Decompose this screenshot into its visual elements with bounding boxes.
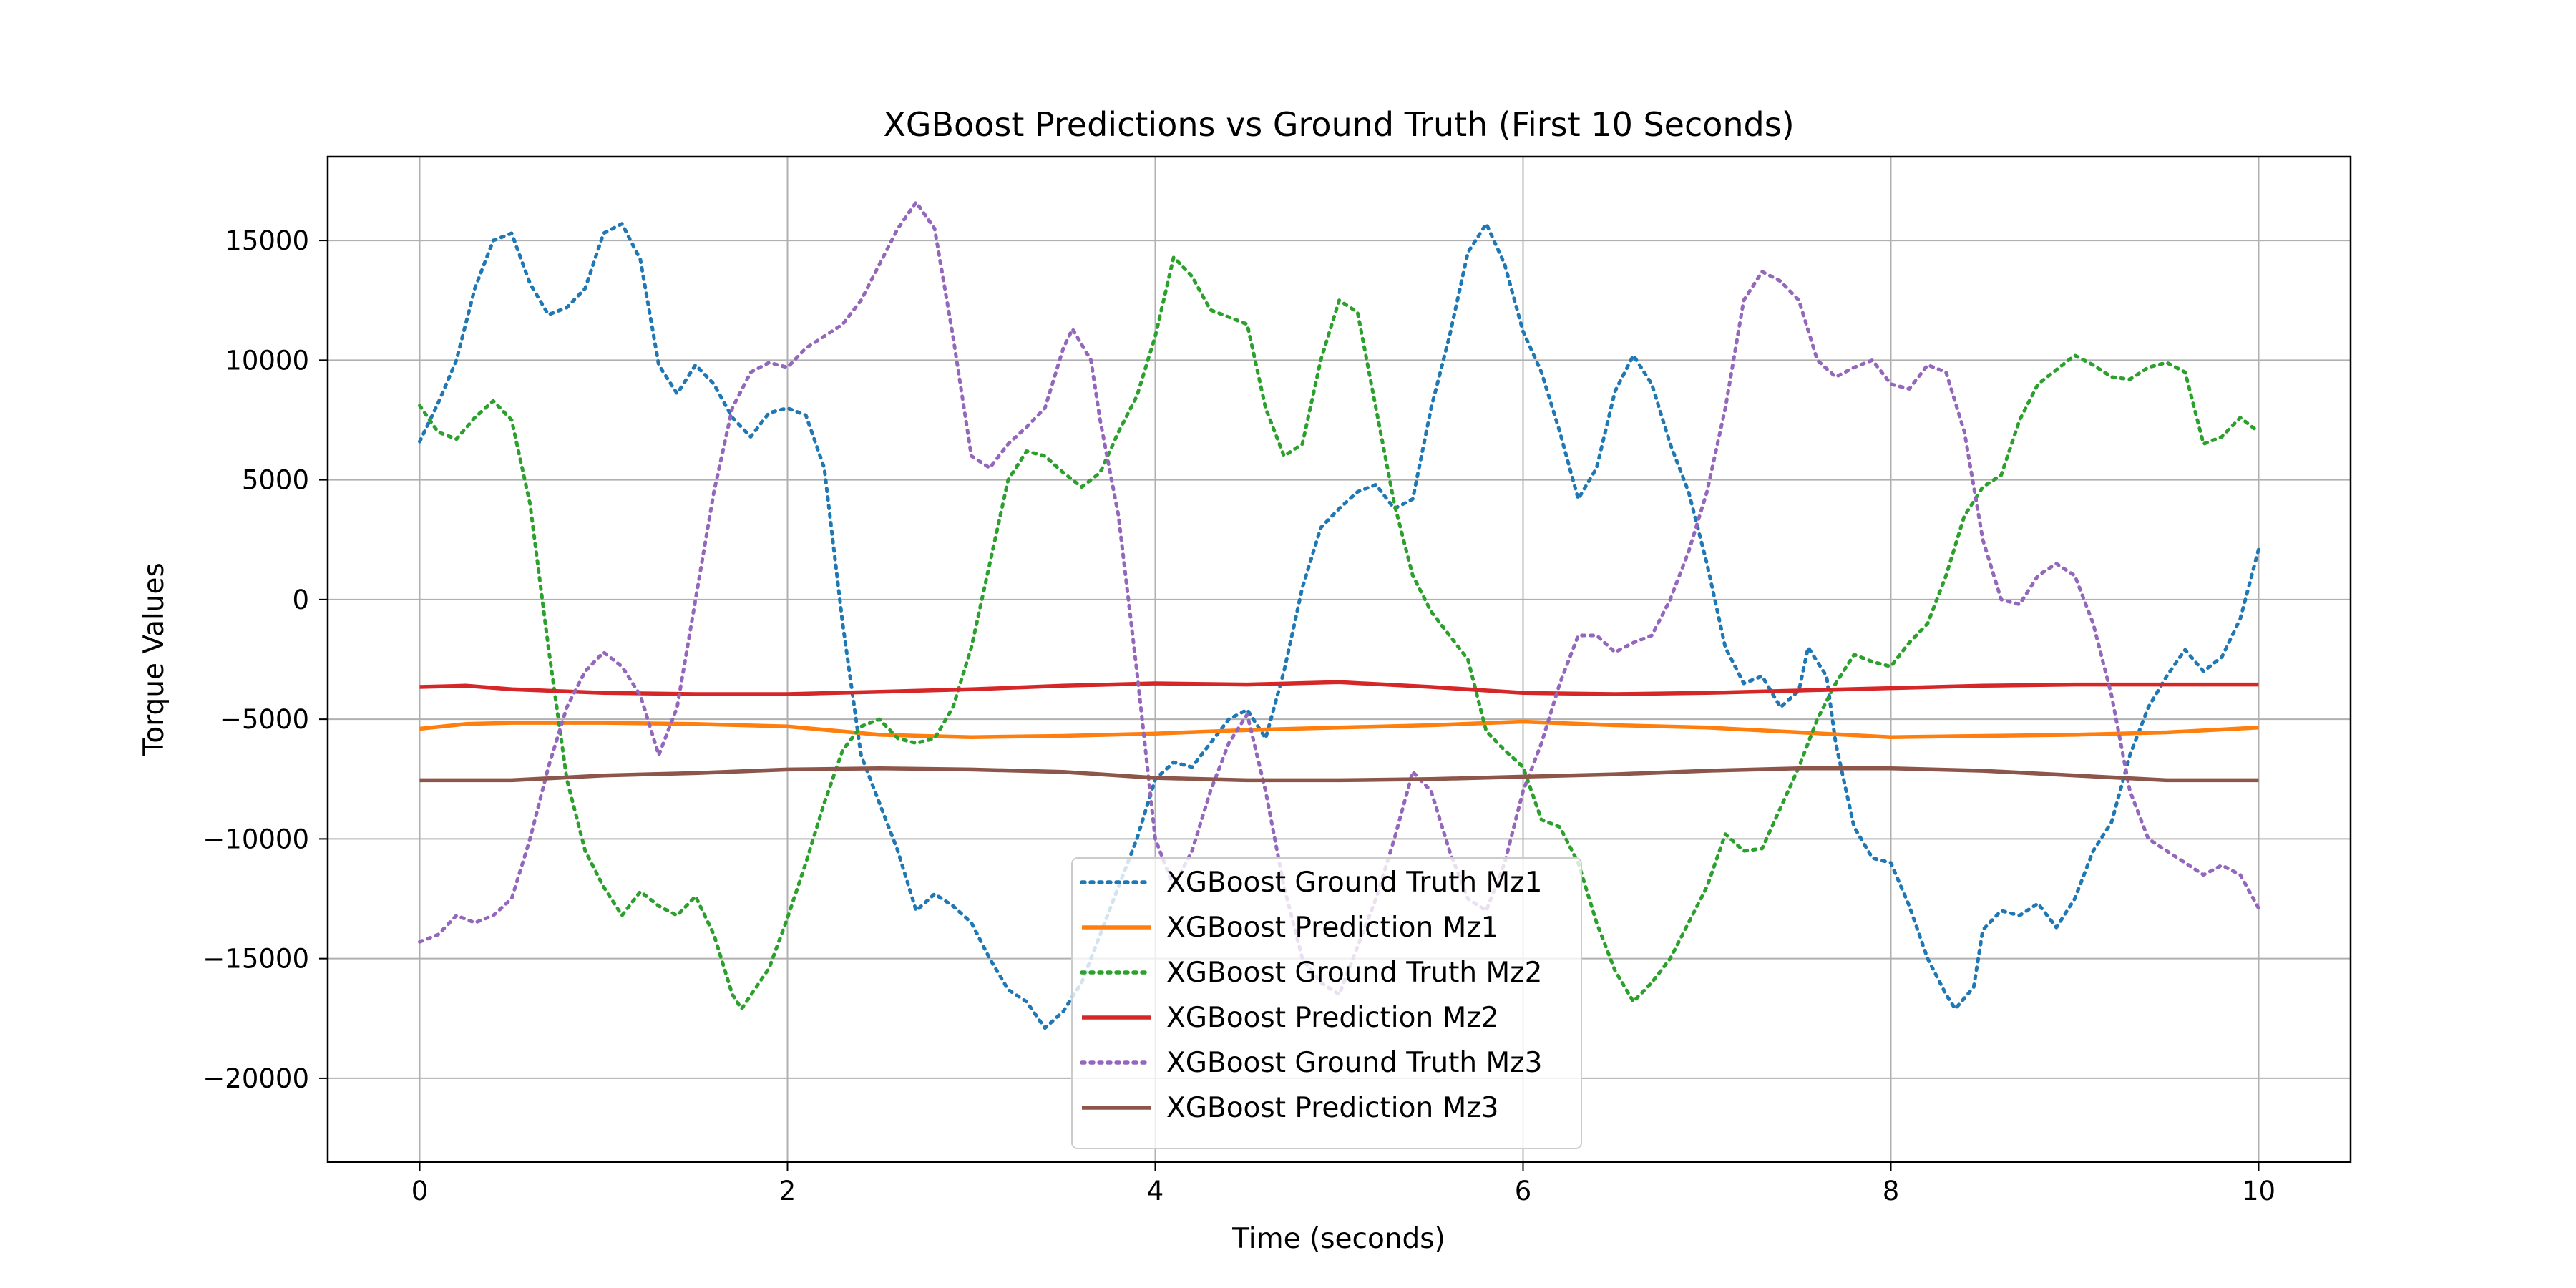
y-tick-label: 5000 bbox=[242, 465, 309, 496]
series-line-xgboost-ground-truth-mz1 bbox=[418, 222, 2260, 1030]
legend: XGBoost Ground Truth Mz1 XGBoost Predicti… bbox=[1071, 857, 1582, 1149]
x-tick-label: 6 bbox=[1515, 1176, 1532, 1206]
x-tick-label: 0 bbox=[411, 1176, 429, 1206]
series-line-xgboost-prediction-mz2 bbox=[419, 680, 2259, 696]
y-tick-label: 0 bbox=[292, 585, 309, 615]
y-axis-label: Torque Values bbox=[138, 562, 170, 756]
legend-entry-label: XGBoost Ground Truth Mz1 bbox=[1166, 867, 1542, 899]
series-line-xgboost-ground-truth-mz2 bbox=[418, 255, 2260, 1011]
ticks: 0 2 4 6 8 10 15000 10000 5000 0 −5000 −10000 −15000 −… bbox=[203, 225, 2275, 1206]
x-tick-label: 10 bbox=[2242, 1176, 2275, 1206]
legend-entry-label: XGBoost Prediction Mz2 bbox=[1166, 1002, 1499, 1034]
legend-entry-label: XGBoost Prediction Mz1 bbox=[1166, 912, 1499, 944]
y-tick-label: −10000 bbox=[203, 824, 309, 854]
y-tick-label: 15000 bbox=[225, 225, 309, 256]
y-tick-label: −15000 bbox=[203, 944, 309, 975]
legend-entry-label: XGBoost Ground Truth Mz2 bbox=[1166, 957, 1542, 989]
legend-entry-label: XGBoost Prediction Mz3 bbox=[1166, 1092, 1499, 1124]
legend-box bbox=[1071, 857, 1582, 1149]
x-axis-label: Time (seconds) bbox=[1231, 1223, 1445, 1255]
y-tick-label: −20000 bbox=[203, 1063, 309, 1094]
plot-frame bbox=[326, 155, 2352, 1163]
x-tick-label: 4 bbox=[1147, 1176, 1164, 1206]
grid bbox=[328, 157, 2351, 1162]
x-tick-label: 8 bbox=[1883, 1176, 1900, 1206]
y-tick-label: −5000 bbox=[220, 704, 309, 735]
legend-entry-label: XGBoost Ground Truth Mz3 bbox=[1166, 1047, 1542, 1079]
y-tick-label: 10000 bbox=[225, 345, 309, 376]
series-line-xgboost-prediction-mz3 bbox=[419, 766, 2259, 783]
x-tick-label: 2 bbox=[779, 1176, 796, 1206]
chart-title: XGBoost Predictions vs Ground Truth (Fir… bbox=[883, 105, 1794, 144]
